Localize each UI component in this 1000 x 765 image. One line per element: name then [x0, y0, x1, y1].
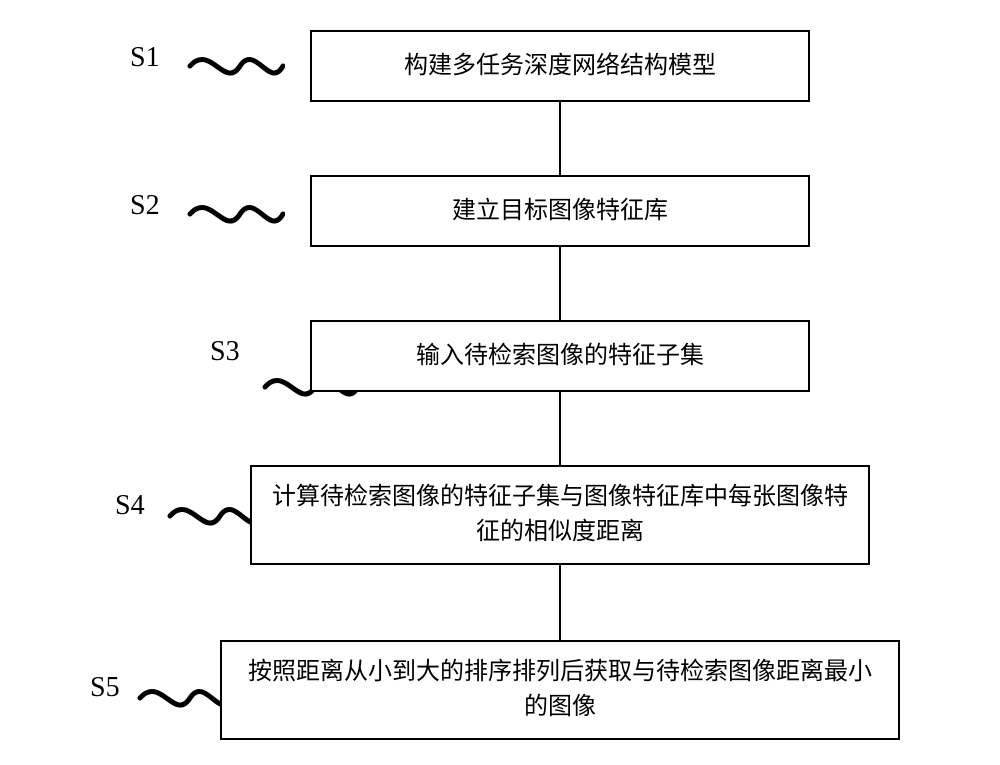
flow-node-s2: 建立目标图像特征库	[310, 175, 810, 247]
step-label-s2: S2	[130, 190, 160, 222]
flow-node-s4: 计算待检索图像的特征子集与图像特征库中每张图像特征的相似度距离	[250, 465, 870, 565]
squiggle-s1	[185, 48, 285, 84]
step-label-s3: S3	[210, 336, 240, 368]
flow-node-text: 构建多任务深度网络结构模型	[404, 49, 716, 84]
flowchart-canvas: S1 构建多任务深度网络结构模型 S2 建立目标图像特征库 S3 输入待检索图像…	[0, 0, 1000, 765]
edge-s2-s3	[559, 247, 561, 320]
step-label-s1: S1	[130, 42, 160, 74]
flow-node-text: 输入待检索图像的特征子集	[416, 339, 704, 374]
edge-s4-s5	[559, 565, 561, 640]
squiggle-s2	[185, 196, 285, 232]
flow-node-text: 建立目标图像特征库	[452, 194, 668, 229]
step-label-s5: S5	[90, 672, 120, 704]
flow-node-text: 按照距离从小到大的排序排列后获取与待检索图像距离最小的图像	[240, 655, 880, 725]
flow-node-s1: 构建多任务深度网络结构模型	[310, 30, 810, 102]
flow-node-s3: 输入待检索图像的特征子集	[310, 320, 810, 392]
edge-s1-s2	[559, 102, 561, 175]
step-label-s4: S4	[115, 490, 145, 522]
flow-node-text: 计算待检索图像的特征子集与图像特征库中每张图像特征的相似度距离	[270, 480, 850, 550]
edge-s3-s4	[559, 392, 561, 465]
flow-node-s5: 按照距离从小到大的排序排列后获取与待检索图像距离最小的图像	[220, 640, 900, 740]
